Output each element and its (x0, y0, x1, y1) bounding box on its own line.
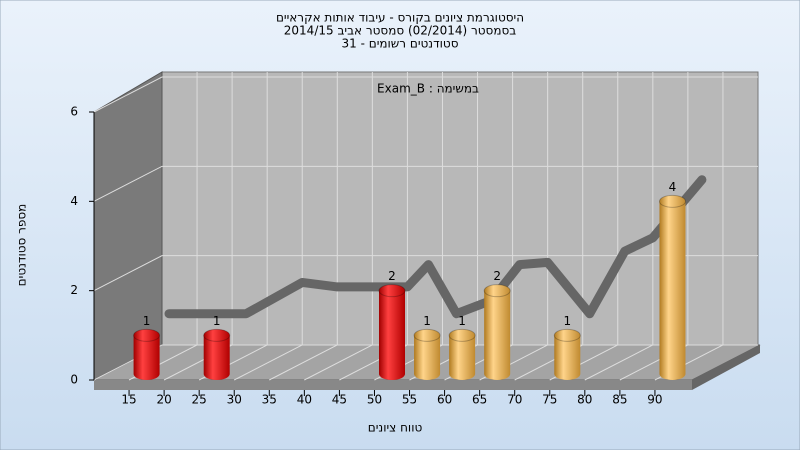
bar (484, 290, 511, 380)
y-tick-label: 0 (70, 373, 78, 387)
y-tick-label: 2 (70, 283, 78, 297)
x-tick-label: 85 (612, 393, 627, 407)
bar (203, 335, 230, 380)
grid-line (93, 255, 758, 292)
grid-line (93, 76, 758, 113)
x-axis-label: טווח ציונים (368, 421, 423, 435)
bar (659, 201, 686, 380)
bar-top (658, 194, 686, 208)
grid-line (584, 72, 654, 381)
x-tick-label: 20 (156, 393, 171, 407)
grid-line (339, 72, 408, 381)
value-label: 1 (213, 314, 221, 328)
bar-top (413, 328, 441, 342)
plot: 0 2 4 6 15 20 25 30 35 40 45 50 55 60 65 70 75 80 85 90 1 1 2 1… (70, 72, 758, 407)
x-tick-label: 70 (507, 393, 522, 407)
x-tick-label: 45 (332, 393, 347, 407)
bar-top (133, 328, 161, 342)
bar (379, 290, 405, 380)
floor-edge (692, 345, 760, 390)
value-label: 1 (143, 314, 151, 328)
bar (414, 335, 441, 380)
x-tick-label: 60 (437, 393, 452, 407)
grid-line (163, 72, 233, 381)
bar-top (203, 328, 231, 342)
grid-line (619, 72, 689, 381)
bar (449, 335, 476, 380)
grid-line (514, 72, 584, 381)
bar-top (378, 284, 406, 298)
grid-line (304, 72, 373, 381)
bar-top (553, 328, 581, 342)
value-label: 2 (493, 269, 501, 283)
annotation: Exam_B : במשימה (377, 82, 479, 96)
bar-top (448, 328, 476, 342)
bar-top (483, 284, 511, 298)
x-tick-label: 55 (402, 393, 417, 407)
x-tick-label: 75 (542, 393, 557, 407)
x-tick-label: 50 (367, 393, 382, 407)
grid-line (93, 165, 758, 202)
title-line: בסמסטר (02/2014) סמסטר אביב 2014/15 (284, 24, 516, 38)
y-axis-label: מספר סטודנטים (15, 204, 29, 287)
bar (133, 335, 160, 380)
value-label: 1 (563, 314, 571, 328)
x-tick-label: 40 (297, 393, 312, 407)
x-tick-label: 15 (121, 393, 136, 407)
x-tick-label: 65 (472, 393, 487, 407)
y-tick-label: 4 (70, 194, 78, 208)
title-line: היסטוגרמת ציונים בקורס - עיבוד אותות אקר… (276, 11, 524, 25)
bar (554, 335, 581, 380)
x-tick-label: 25 (192, 393, 207, 407)
grid-line (234, 72, 303, 381)
x-tick-label: 35 (262, 393, 277, 407)
value-label: 4 (669, 180, 677, 194)
grid-line (269, 72, 338, 381)
value-label: 2 (388, 269, 396, 283)
value-label: 1 (423, 314, 431, 328)
y-tick-label: 6 (70, 105, 78, 119)
title-line: סטודנטים רשומים - 31 (341, 37, 458, 51)
floor-front (94, 380, 692, 390)
x-tick-label: 90 (647, 393, 662, 407)
value-label: 1 (458, 314, 466, 328)
x-tick-label: 80 (577, 393, 592, 407)
x-tick-label: 30 (227, 393, 242, 407)
curve (164, 175, 707, 319)
